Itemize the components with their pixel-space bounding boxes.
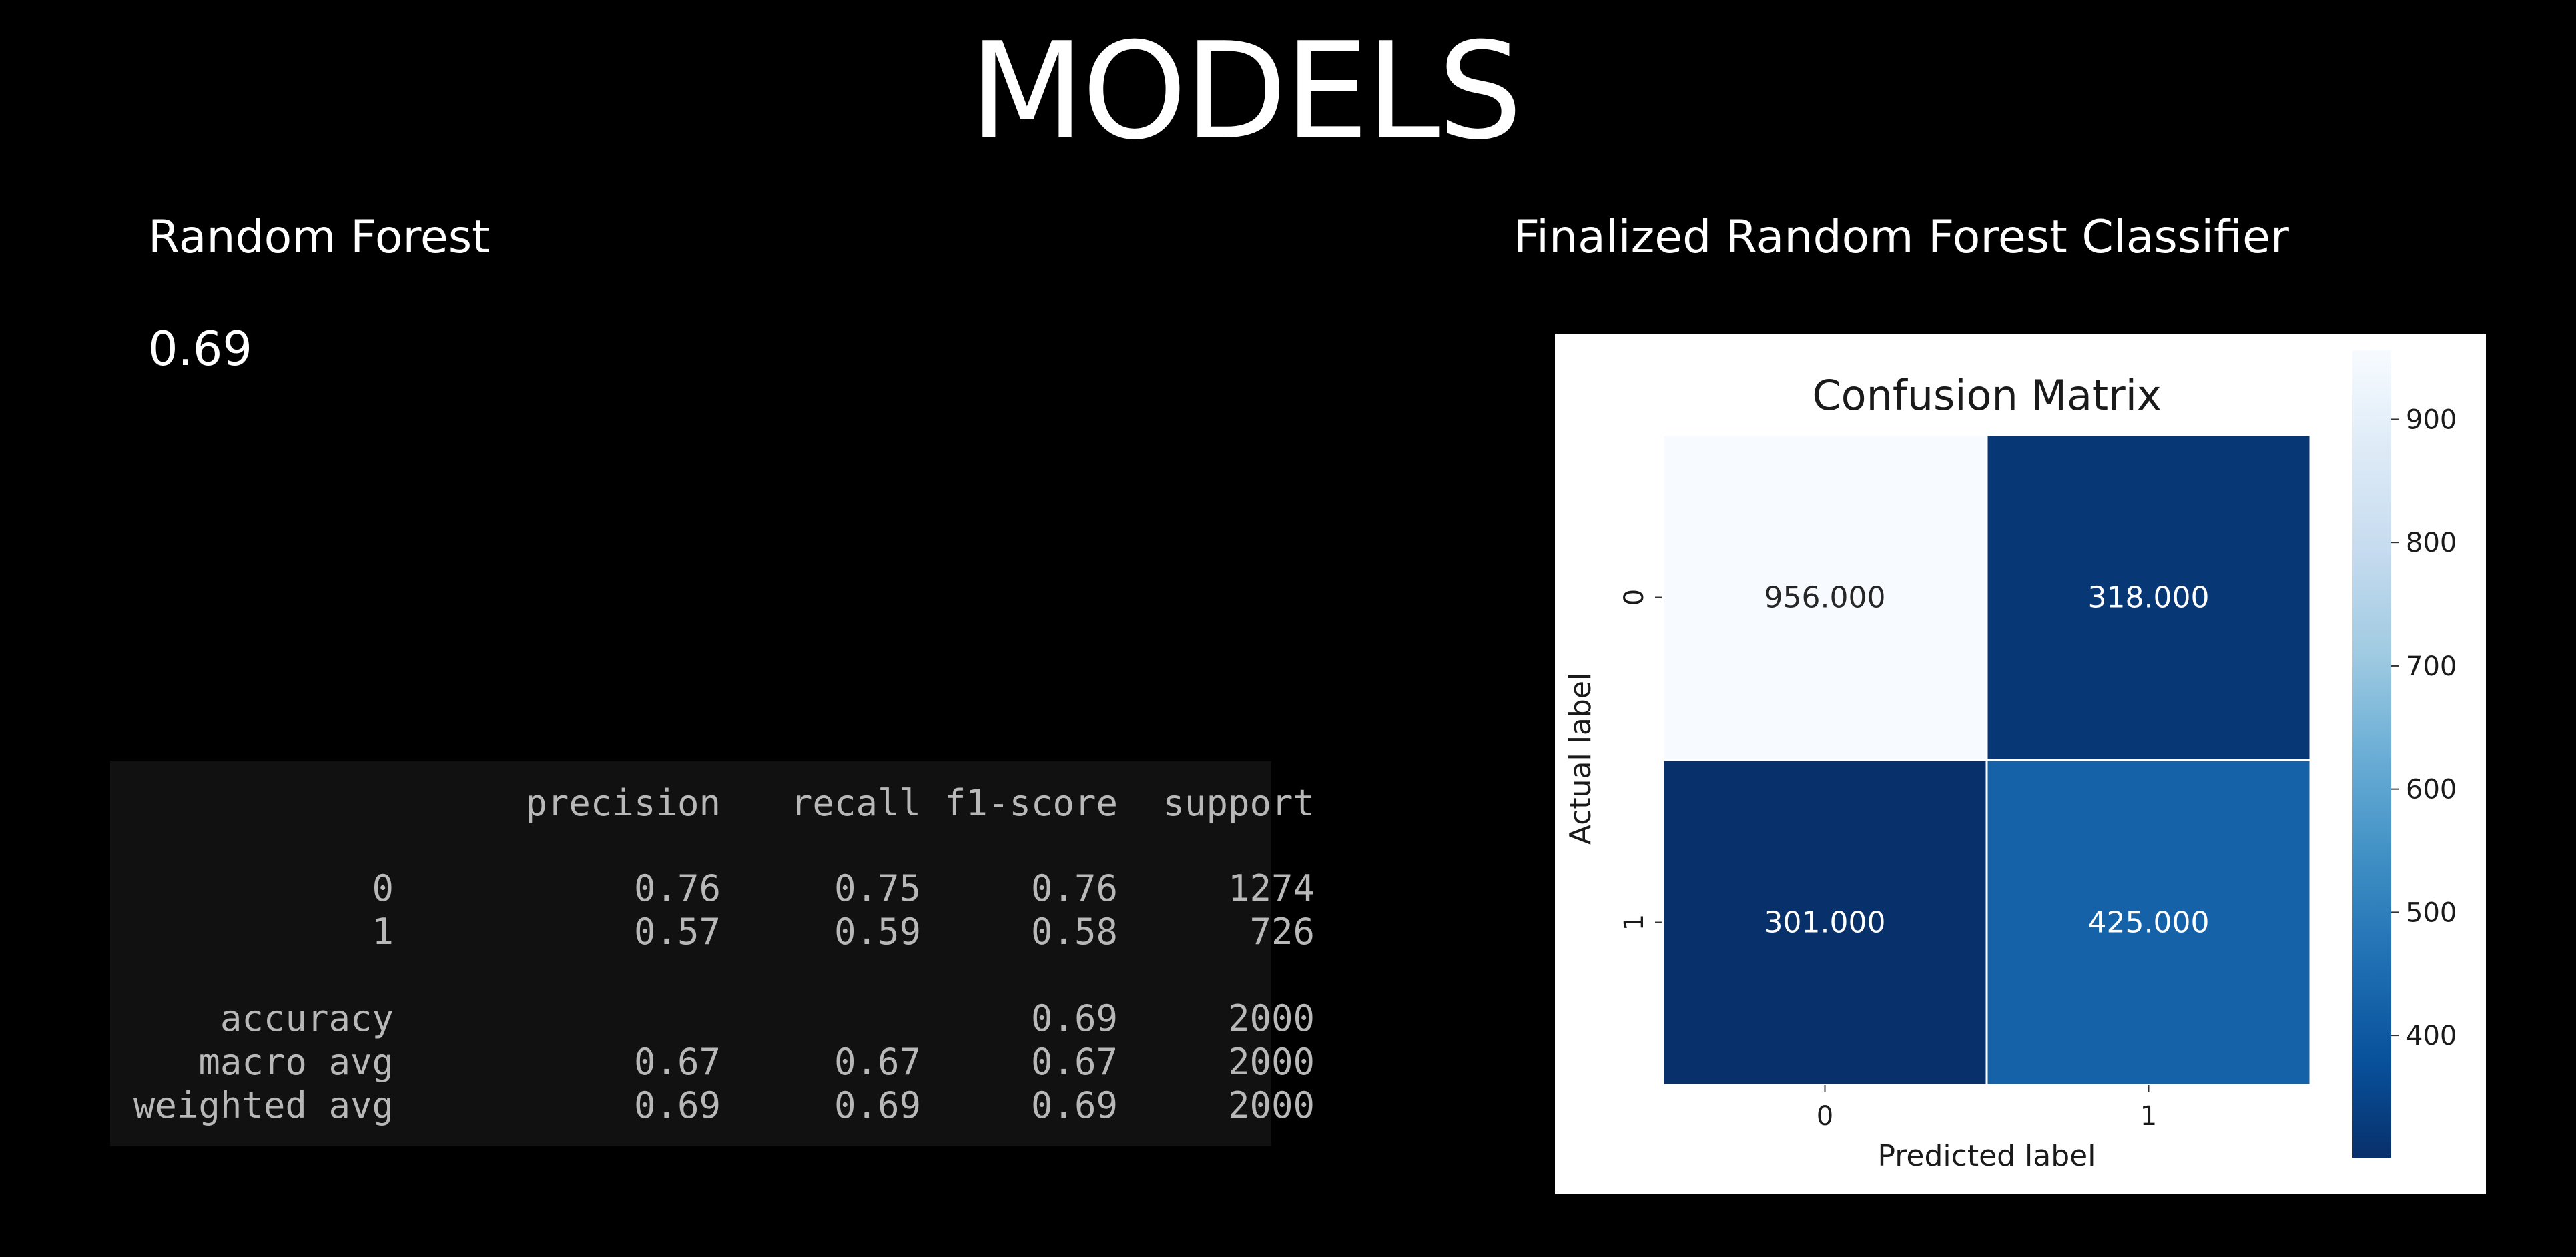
- report-header-f1: f1-score: [944, 782, 1118, 824]
- left-section-heading: Random Forest: [148, 211, 490, 264]
- row-precision: 0.76: [633, 867, 721, 909]
- row-precision: 0.57: [633, 911, 721, 953]
- row-precision: 0.69: [633, 1084, 721, 1126]
- row-label: macro avg: [198, 1041, 394, 1083]
- report-header-recall: recall: [790, 782, 921, 824]
- row-recall: 0.67: [834, 1041, 921, 1083]
- row-support: 1274: [1227, 867, 1315, 909]
- colorbar: [2352, 350, 2391, 1158]
- report-row-weighted-avg: weighted avg 0.69 0.69 0.69 2000: [110, 1084, 1315, 1127]
- x-tick-label: 1: [2140, 1101, 2157, 1132]
- right-section-heading: Finalized Random Forest Classifier: [1514, 211, 2289, 264]
- row-f1: 0.69: [1030, 997, 1118, 1039]
- cell-annotation-1-0: 301.000: [1764, 906, 1886, 940]
- row-label: weighted avg: [133, 1084, 394, 1126]
- row-label: accuracy: [220, 997, 394, 1039]
- chart-title: Confusion Matrix: [1812, 371, 2161, 420]
- report-header-precision: precision: [525, 782, 721, 824]
- cell-annotation-1-1: 425.000: [2088, 906, 2210, 940]
- colorbar-tick-label: 900: [2406, 404, 2457, 435]
- y-tick-label: 0: [1619, 589, 1650, 606]
- classification-report: precision recall f1-score support 0 0.76…: [110, 761, 1315, 1146]
- y-axis-label: Actual label: [1564, 673, 1598, 845]
- cell-annotation-0-0: 956.000: [1764, 581, 1886, 615]
- y-tick-label: 1: [1619, 914, 1650, 931]
- report-row-class-1: 1 0.57 0.59 0.58 726: [110, 911, 1315, 953]
- row-label: 1: [372, 911, 394, 953]
- heatmap-cell-1-1: [1985, 759, 2312, 1086]
- row-support: 726: [1249, 911, 1315, 953]
- row-recall: 0.59: [834, 911, 921, 953]
- row-support: 2000: [1227, 997, 1315, 1039]
- cell-annotation-0-1: 318.000: [2088, 581, 2210, 615]
- x-axis-label: Predicted label: [1878, 1139, 2096, 1173]
- x-tick-label: 0: [1817, 1101, 1833, 1132]
- colorbar-tick-label: 800: [2406, 528, 2457, 558]
- report-row-macro-avg: macro avg 0.67 0.67 0.67 2000: [110, 1041, 1315, 1084]
- report-header-row: precision recall f1-score support: [110, 782, 1315, 825]
- row-f1: 0.69: [1030, 1084, 1118, 1126]
- report-row-class-0: 0 0.76 0.75 0.76 1274: [110, 867, 1315, 910]
- accuracy-score: 0.69: [148, 322, 252, 376]
- report-header-support: support: [1163, 782, 1315, 824]
- row-recall: 0.75: [834, 867, 921, 909]
- row-support: 2000: [1227, 1084, 1315, 1126]
- colorbar-tick-label: 600: [2406, 775, 2457, 805]
- colorbar-tick-label: 500: [2406, 897, 2457, 928]
- report-row-accuracy: accuracy 0.69 2000: [110, 997, 1315, 1040]
- heatmap-cell-0-1: [1985, 434, 2312, 761]
- colorbar-tick-label: 400: [2406, 1021, 2457, 1052]
- heatmap-cell-1-0: [1662, 759, 1988, 1086]
- row-f1: 0.76: [1030, 867, 1118, 909]
- row-precision: 0.67: [633, 1041, 721, 1083]
- slide-title: MODELS: [969, 14, 1523, 169]
- row-recall: 0.69: [834, 1084, 921, 1126]
- confusion-matrix-chart: Confusion Matrix 956.000 318.000 301.000 42…: [1564, 350, 2457, 1173]
- row-f1: 0.58: [1030, 911, 1118, 953]
- row-f1: 0.67: [1030, 1041, 1118, 1083]
- colorbar-tick-label: 700: [2406, 651, 2457, 682]
- confusion-matrix-figure: Confusion Matrix 956.000 318.000 301.000 42…: [1555, 334, 2486, 1194]
- row-support: 2000: [1227, 1041, 1315, 1083]
- row-label: 0: [372, 867, 394, 909]
- heatmap-cell-0-0: [1662, 434, 1988, 761]
